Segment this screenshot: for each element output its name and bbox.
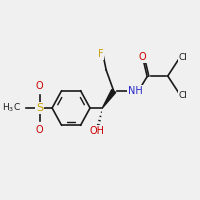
Polygon shape bbox=[102, 90, 116, 108]
Text: O: O bbox=[36, 125, 44, 135]
Text: O: O bbox=[36, 81, 44, 91]
Text: Cl: Cl bbox=[178, 52, 187, 62]
Text: H$_3$C: H$_3$C bbox=[2, 102, 21, 114]
Text: O: O bbox=[138, 52, 146, 62]
Text: F: F bbox=[98, 49, 103, 59]
Text: S: S bbox=[36, 103, 43, 113]
Text: OH: OH bbox=[89, 126, 104, 136]
Text: Cl: Cl bbox=[178, 90, 187, 99]
Text: NH: NH bbox=[128, 86, 143, 96]
